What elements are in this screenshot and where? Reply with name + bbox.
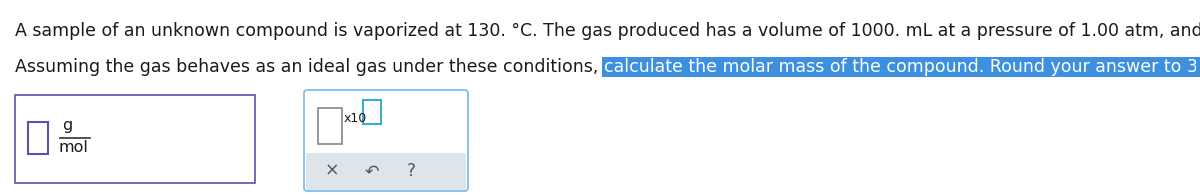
Text: 3: 3 xyxy=(1187,58,1198,76)
Bar xyxy=(28,122,48,154)
Text: A sample of an unknown compound is vaporized at 130. °C. The gas produced has a : A sample of an unknown compound is vapor… xyxy=(14,22,1200,40)
Text: calculate the molar mass of the compound. Round your answer to: calculate the molar mass of the compound… xyxy=(604,58,1187,76)
Bar xyxy=(364,100,382,124)
Text: ×: × xyxy=(325,162,340,180)
Bar xyxy=(308,155,464,188)
FancyBboxPatch shape xyxy=(304,90,468,191)
Bar xyxy=(14,95,256,183)
Text: Assuming the gas behaves as an ideal gas under these conditions,: Assuming the gas behaves as an ideal gas… xyxy=(14,58,604,76)
Text: ↶: ↶ xyxy=(365,162,379,180)
Text: ?: ? xyxy=(407,162,416,180)
Text: significant digits.: significant digits. xyxy=(1198,58,1200,76)
Text: mol: mol xyxy=(58,140,88,155)
FancyBboxPatch shape xyxy=(306,153,466,190)
Text: g: g xyxy=(62,118,72,133)
Text: x10: x10 xyxy=(344,112,367,125)
Bar xyxy=(318,108,342,144)
